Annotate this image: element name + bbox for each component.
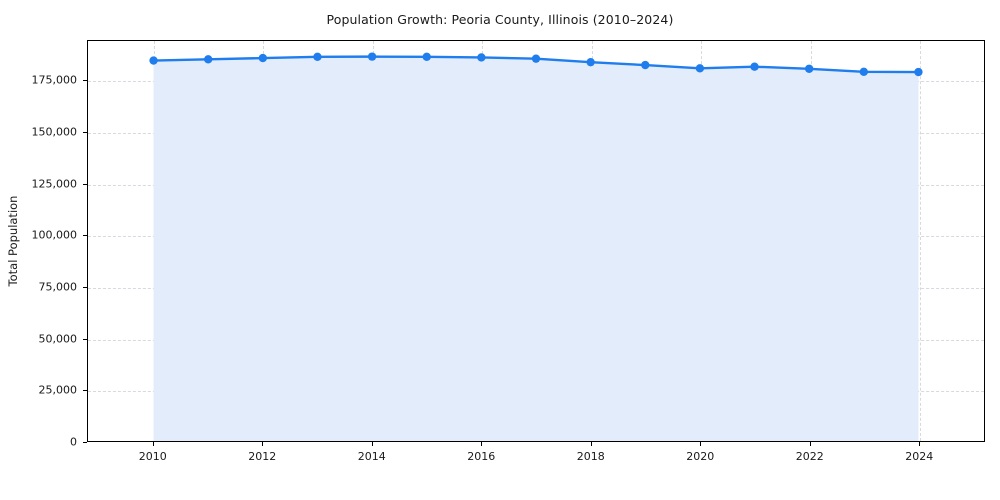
data-point-marker xyxy=(149,56,158,65)
data-point-marker xyxy=(804,64,814,73)
data-point-marker xyxy=(914,67,923,77)
y-tick-label: 100,000 xyxy=(31,228,78,242)
x-tick-mark xyxy=(590,442,592,446)
data-point-marker xyxy=(422,52,431,62)
data-point-marker xyxy=(695,64,705,73)
data-point-marker xyxy=(204,55,213,64)
plot-area xyxy=(87,40,985,442)
data-point-marker xyxy=(367,52,377,61)
y-tick-label: 75,000 xyxy=(38,280,78,294)
x-tick-mark xyxy=(262,442,264,446)
y-tick-mark xyxy=(83,131,87,133)
x-tick-label: 2020 xyxy=(686,450,715,463)
data-point-marker xyxy=(641,60,650,70)
gridline-vertical xyxy=(920,41,922,441)
area-fill xyxy=(153,56,919,441)
data-series-line xyxy=(149,52,923,441)
data-point-marker xyxy=(531,54,541,63)
x-tick-label: 2024 xyxy=(905,450,934,463)
x-tick-label: 2018 xyxy=(576,450,605,463)
x-tick-mark xyxy=(700,442,702,446)
chart-title: Population Growth: Peoria County, Illino… xyxy=(326,12,674,27)
x-tick-label: 2022 xyxy=(795,450,824,463)
data-point-marker xyxy=(477,53,486,62)
y-tick-label: 150,000 xyxy=(31,125,78,139)
x-tick-label: 2010 xyxy=(138,450,167,463)
x-tick-mark xyxy=(481,442,483,446)
y-tick-mark xyxy=(83,338,87,340)
y-tick-mark xyxy=(83,80,87,82)
y-tick-mark xyxy=(83,183,87,185)
data-point-marker xyxy=(750,62,759,71)
x-tick-mark xyxy=(919,442,921,446)
y-tick-label: 125,000 xyxy=(31,177,78,191)
x-tick-label: 2012 xyxy=(248,450,277,463)
y-tick-label: 0 xyxy=(70,435,77,449)
y-tick-mark xyxy=(83,235,87,237)
y-tick-mark xyxy=(83,390,87,392)
data-point-marker xyxy=(313,52,322,62)
data-point-marker xyxy=(586,58,595,67)
x-tick-mark xyxy=(371,442,373,446)
y-tick-mark xyxy=(83,442,87,443)
y-tick-label: 175,000 xyxy=(31,73,78,87)
x-tick-mark xyxy=(152,442,154,446)
y-tick-label: 25,000 xyxy=(38,383,78,397)
x-tick-mark xyxy=(809,442,811,446)
y-tick-label: 50,000 xyxy=(38,332,78,346)
data-point-marker xyxy=(859,67,868,77)
data-point-marker xyxy=(258,53,268,63)
y-tick-mark xyxy=(83,286,87,288)
x-tick-label: 2014 xyxy=(357,450,386,463)
x-tick-label: 2016 xyxy=(467,450,496,463)
